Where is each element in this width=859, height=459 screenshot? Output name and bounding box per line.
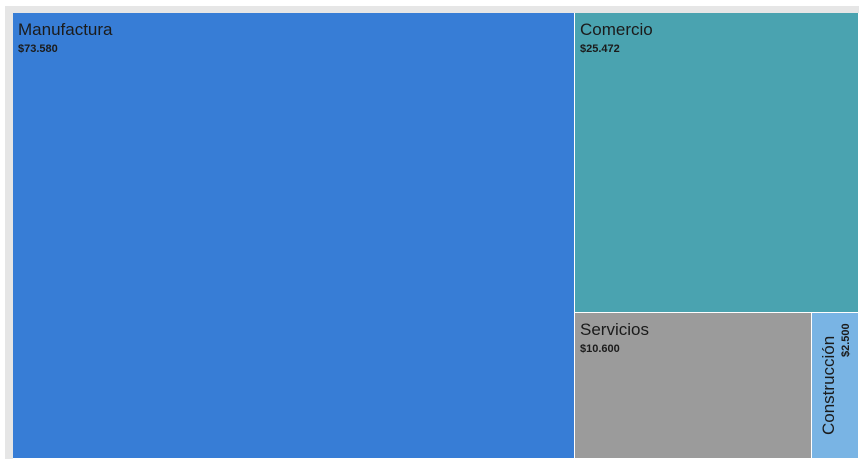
- tile-label: Servicios: [580, 320, 649, 339]
- tile-label: Comercio: [580, 20, 653, 39]
- tile-value: $2.500: [840, 323, 852, 357]
- tile-comercio[interactable]: Comercio $25.472: [575, 13, 859, 313]
- tile-construccion[interactable]: Construcción $2.500: [812, 313, 859, 459]
- tile-value: $10.600: [580, 343, 620, 355]
- tile-value: $73.580: [18, 43, 58, 55]
- tile-value: $25.472: [580, 43, 620, 55]
- tile-servicios[interactable]: Servicios $10.600: [575, 313, 812, 459]
- tile-label: Construcción: [819, 335, 838, 435]
- treemap: Manufactura $73.580 Comercio $25.472 Ser…: [13, 13, 859, 459]
- tile-label: Manufactura: [18, 20, 113, 39]
- tile-manufactura[interactable]: Manufactura $73.580: [13, 13, 575, 459]
